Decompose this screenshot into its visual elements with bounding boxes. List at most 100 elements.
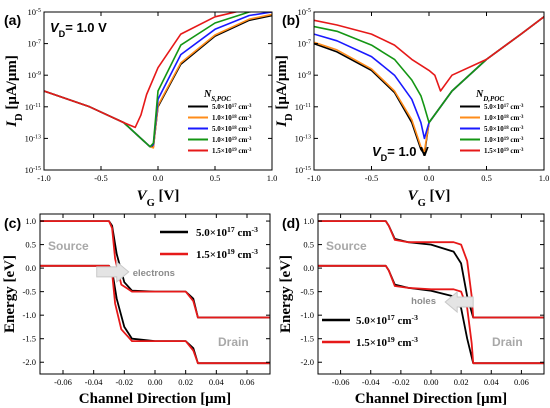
legend-entry: 5.0×1017 cm-3 bbox=[484, 103, 524, 111]
legend-entry: 1.0×1019 cm-3 bbox=[484, 136, 524, 144]
x-tick-label: 0.5 bbox=[210, 173, 221, 183]
x-tick-label: -0.06 bbox=[332, 377, 350, 387]
band-lower-line bbox=[318, 264, 544, 365]
x-axis-label: VG [V] bbox=[137, 188, 180, 209]
y-tick-label: 10-9 bbox=[298, 70, 311, 80]
legend-entry: 5.0×1017 cm-3 bbox=[356, 313, 418, 328]
x-tick-label: -0.02 bbox=[115, 377, 133, 387]
series-line bbox=[314, 16, 544, 155]
y-tick-label: 10-9 bbox=[28, 70, 41, 80]
y-tick-label: 1.0 bbox=[303, 216, 314, 226]
panel-c: -0.06 -0.04 -0.02 0.00 0.02 0.04 0.06 1.0 0.5 0.0… bbox=[2, 213, 271, 407]
x-axis-label: Channel Direction [μm] bbox=[79, 391, 231, 407]
annotation-carrier: electrons bbox=[133, 268, 175, 279]
y-tick-label: -1.0 bbox=[301, 310, 314, 320]
x-tick-label: 0.06 bbox=[240, 377, 255, 387]
x-tick-label: 0.06 bbox=[514, 377, 529, 387]
series-line bbox=[44, 12, 240, 129]
panel-label: (b) bbox=[282, 12, 300, 28]
x-tick-label: -0.04 bbox=[85, 377, 103, 387]
panel-label: (d) bbox=[282, 215, 300, 231]
x-tick-label: -0.5 bbox=[94, 173, 107, 183]
condition-label: VD= 1.0 V bbox=[372, 144, 429, 163]
y-tick-label: 1.0 bbox=[25, 216, 36, 226]
annotation-source: Source bbox=[326, 239, 367, 253]
hole-arrow-icon bbox=[444, 290, 474, 314]
legend-entry: 1.0×1019 cm-3 bbox=[212, 136, 252, 144]
x-tick-label: 0.02 bbox=[178, 377, 193, 387]
electron-arrow-icon bbox=[96, 260, 130, 283]
y-tick-label: 10-11 bbox=[25, 102, 41, 112]
y-tick-label: 0.5 bbox=[303, 240, 314, 250]
y-tick-label: -2.0 bbox=[23, 357, 36, 367]
y-tick-label: 10-15 bbox=[295, 165, 311, 175]
panel-b: -1.0 -0.5 0.0 0.5 1.0 10-15 10-13 10-11 10-9 10-7… bbox=[274, 7, 549, 209]
legend-entry: 5.0×1018 cm-3 bbox=[484, 125, 524, 133]
x-tick-label: -1.0 bbox=[37, 173, 50, 183]
annotation-source: Source bbox=[48, 239, 89, 253]
panel-d: -0.06 -0.04 -0.02 0.00 0.02 0.04 0.06 1.0 0.5 0.0… bbox=[278, 213, 545, 407]
legend-entry: 1.0×1018 cm-3 bbox=[212, 114, 252, 122]
y-tick-label: 0.5 bbox=[25, 240, 36, 250]
panel-label: (a) bbox=[4, 12, 21, 28]
y-tick-label: -1.5 bbox=[23, 334, 36, 344]
x-tick-label: 0.04 bbox=[484, 377, 500, 387]
series-group bbox=[44, 12, 272, 149]
y-tick-label: 10-7 bbox=[28, 39, 41, 49]
x-tick-label: 1.0 bbox=[539, 173, 550, 183]
x-tick-label: 0.00 bbox=[148, 377, 163, 387]
legend-entry: 5.0×1017 cm-3 bbox=[196, 225, 258, 240]
x-tick-label: 0.04 bbox=[209, 377, 225, 387]
annotation-drain: Drain bbox=[492, 335, 523, 349]
legend-entry: 1.5×1019 cm-3 bbox=[196, 247, 258, 262]
panel-a: -1.0 -0.5 0.0 0.5 1.0 10-15 10-13 10-11 10-9 10-7… bbox=[4, 7, 277, 209]
annotation-carrier: holes bbox=[411, 296, 436, 307]
y-tick-label: -1.5 bbox=[301, 334, 314, 344]
legend-entry: 1.5×1019 cm-3 bbox=[212, 147, 252, 155]
y-axis-label: ID [μA/μm] bbox=[4, 55, 25, 128]
condition-label: VD= 1.0 V bbox=[50, 20, 107, 39]
y-tick-label: 10-13 bbox=[25, 133, 41, 143]
band-upper-line bbox=[40, 220, 270, 319]
legend-title: ND,POC bbox=[475, 89, 504, 103]
plot-frame bbox=[317, 213, 545, 375]
x-tick-label: -0.5 bbox=[365, 173, 378, 183]
legend-title: NS,POC bbox=[203, 89, 231, 103]
x-tick-label: -0.06 bbox=[54, 377, 72, 387]
y-tick-label: 10-11 bbox=[295, 102, 311, 112]
y-tick-label: 0.0 bbox=[25, 263, 36, 273]
y-tick-label: -0.5 bbox=[23, 287, 36, 297]
x-tick-label: -1.0 bbox=[307, 173, 320, 183]
series-line bbox=[314, 16, 544, 92]
y-tick-label: 10-5 bbox=[28, 7, 41, 17]
series-group bbox=[314, 16, 544, 155]
x-tick-label: -0.04 bbox=[362, 377, 380, 387]
panel-label: (c) bbox=[4, 215, 21, 231]
legend-entry: 5.0×1017 cm-3 bbox=[212, 103, 252, 111]
x-tick-label: 0.02 bbox=[454, 377, 469, 387]
legend-entry: 1.5×1019 cm-3 bbox=[356, 335, 418, 350]
annotation-drain: Drain bbox=[218, 335, 249, 349]
y-tick-label: -0.5 bbox=[301, 287, 314, 297]
legend-entry: 1.5×1019 cm-3 bbox=[484, 147, 524, 155]
x-tick-label: 0.00 bbox=[424, 377, 439, 387]
x-axis-label: Channel Direction [μm] bbox=[355, 391, 507, 407]
x-axis-label: VG [V] bbox=[408, 188, 451, 209]
y-tick-label: -2.0 bbox=[301, 357, 314, 367]
y-tick-label: 10-5 bbox=[298, 7, 311, 17]
x-tick-label: 0.5 bbox=[481, 173, 492, 183]
x-tick-label: 0.0 bbox=[424, 173, 435, 183]
legend-entry: 1.0×1018 cm-3 bbox=[484, 114, 524, 122]
x-tick-label: 0.0 bbox=[153, 173, 164, 183]
y-tick-label: 10-15 bbox=[25, 165, 41, 175]
legend-entry: 5.0×1018 cm-3 bbox=[212, 125, 252, 133]
y-axis-label: Energy [eV] bbox=[2, 255, 18, 333]
y-tick-label: 10-7 bbox=[298, 39, 311, 49]
x-tick-label: 1.0 bbox=[267, 173, 278, 183]
y-tick-label: 0.0 bbox=[303, 263, 314, 273]
y-tick-label: -1.0 bbox=[23, 310, 36, 320]
y-axis-label: ID [μA/μm] bbox=[274, 55, 295, 128]
y-axis-label: Energy [eV] bbox=[278, 255, 294, 333]
x-tick-label: -0.02 bbox=[392, 377, 410, 387]
